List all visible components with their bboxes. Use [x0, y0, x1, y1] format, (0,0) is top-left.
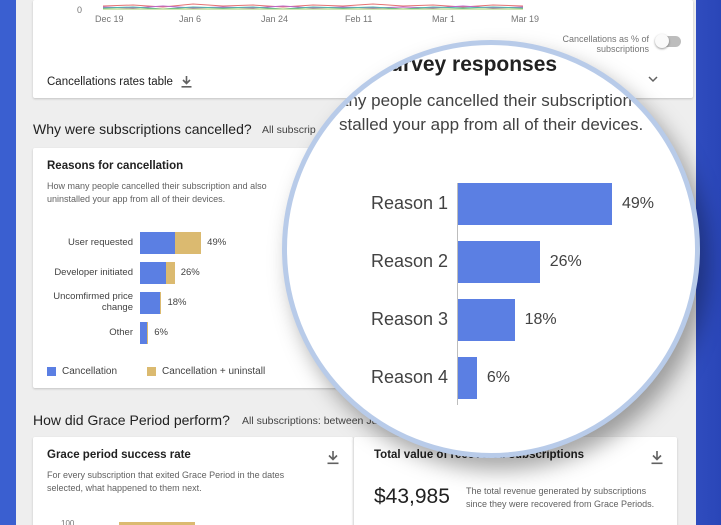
section-filter[interactable]: All subscriptions: between Ju: [242, 415, 378, 427]
x-tick: Mar 19: [511, 14, 540, 24]
magnified-percent-label: 49%: [622, 195, 655, 212]
magnified-bar: [458, 241, 540, 283]
download-icon[interactable]: [651, 451, 663, 465]
magnified-description: any people cancelled their subscription …: [339, 89, 643, 137]
magnified-view: on survey responses any people cancelled…: [287, 45, 695, 453]
magnifier-zoom: on survey responses any people cancelled…: [282, 40, 700, 458]
grace-bar: [119, 522, 195, 525]
y-axis-label: 100: [61, 519, 75, 525]
section-title-grace: How did Grace Period perform?: [33, 412, 230, 428]
magnified-title: on survey responses: [347, 53, 558, 76]
magnified-reason-label: Reason 1: [371, 193, 449, 213]
y-axis-zero: 0: [77, 5, 83, 15]
download-icon[interactable]: [327, 451, 339, 465]
bar-percent-label: 18%: [167, 297, 187, 308]
bar-cancellation: [140, 232, 175, 254]
card-title: Reasons for cancellation: [47, 160, 184, 172]
legend-cancellation: Cancellation: [62, 366, 118, 377]
magnified-bar: [458, 299, 515, 341]
legend-swatch-cancellation: [47, 367, 56, 376]
cancellation-table-link[interactable]: Cancellations rates table: [47, 76, 192, 88]
bar-uninstall: [174, 232, 202, 254]
x-tick: Jan 6: [179, 14, 202, 24]
x-tick: Dec 19: [95, 14, 124, 24]
card-description: How many people cancelled their subscrip…: [47, 181, 267, 204]
x-tick: Jan 24: [261, 14, 289, 24]
magnified-desc-line: any people cancelled their subscription: [339, 91, 632, 110]
percent-toggle[interactable]: [655, 34, 681, 48]
bar-category-label: Other: [109, 327, 133, 338]
x-tick: Mar 1: [432, 14, 456, 24]
toggle-label: Cancellations as % of subscriptions: [562, 34, 649, 54]
bar-cancellation: [140, 292, 160, 314]
magnified-percent-label: 18%: [524, 311, 557, 328]
grace-period-card: Grace period success rate For every subs…: [33, 437, 353, 525]
x-tick: Feb 11: [345, 14, 373, 24]
bar-category-label: Uncomfirmed price change: [53, 291, 133, 313]
value-description: The total revenue generated by subscript…: [466, 486, 655, 509]
magnified-bar: [458, 183, 612, 225]
x-axis-ticks: 0 Dec 19 Jan 6 Jan 24 Feb 11 Mar 1 Mar 1…: [33, 5, 693, 28]
bar-percent-label: 26%: [180, 267, 200, 278]
bar-uninstall: [166, 262, 175, 284]
legend-swatch-uninstall: [147, 367, 157, 376]
bar-percent-label: 6%: [154, 327, 168, 338]
bar-uninstall: [146, 322, 149, 344]
section-title-cancelled: Why were subscriptions cancelled?: [33, 121, 252, 137]
magnified-percent-label: 6%: [486, 369, 510, 386]
magnified-reason-label: Reason 2: [371, 251, 449, 271]
bar-category-label: User requested: [68, 237, 133, 248]
download-icon[interactable]: [181, 76, 192, 88]
line-chart-lines: [103, 3, 523, 10]
bar-cancellation: [140, 322, 147, 344]
bar-percent-label: 49%: [207, 237, 227, 248]
legend-uninstall: Cancellation + uninstall: [162, 366, 266, 377]
card-title: Grace period success rate: [47, 449, 191, 461]
recovered-value-card: Total value of recovered subscriptions $…: [353, 437, 677, 525]
bar-uninstall: [159, 292, 162, 314]
magnified-bar: [458, 357, 477, 399]
table-link-label: Cancellations rates table: [47, 76, 173, 88]
card-description: For every subscription that exited Grace…: [47, 470, 285, 493]
bar-cancellation: [140, 262, 167, 284]
magnified-desc-line: stalled your app from all of their devic…: [339, 115, 644, 134]
magnified-axis: [457, 183, 458, 405]
section-filter[interactable]: All subscrip: [262, 124, 316, 136]
chevron-down-icon[interactable]: [648, 76, 658, 83]
recovered-value: $43,985: [374, 485, 450, 508]
chart-legend: Cancellation Cancellation + uninstall: [47, 366, 265, 377]
magnified-reason-label: Reason 4: [371, 367, 449, 387]
reasons-card: Reasons for cancellation How many people…: [33, 148, 341, 388]
magnified-percent-label: 26%: [549, 253, 582, 270]
bar-category-label: Developer initiated: [54, 267, 133, 278]
magnified-reason-label: Reason 3: [371, 309, 449, 329]
